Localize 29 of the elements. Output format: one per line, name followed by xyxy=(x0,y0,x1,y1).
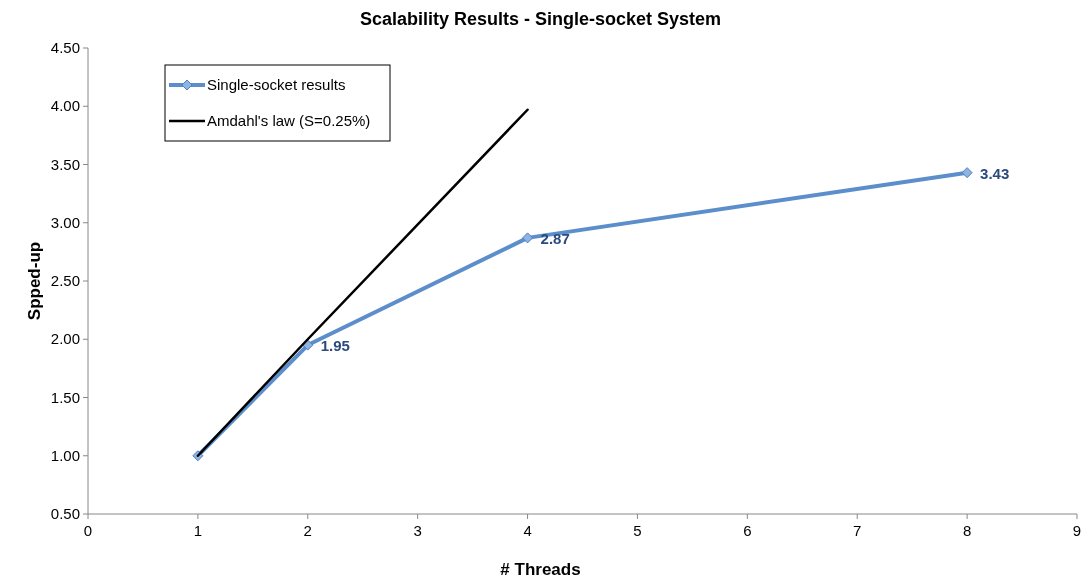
y-tick-label: 4.00 xyxy=(50,97,80,115)
x-tick-label: 8 xyxy=(962,522,972,539)
y-tick-label: 1.50 xyxy=(50,388,80,406)
chart-title: Scalability Results - Single-socket System xyxy=(359,9,722,29)
point xyxy=(522,232,534,244)
x-tick-label: 4 xyxy=(523,522,532,539)
x-tick-label: 0 xyxy=(83,522,93,539)
point xyxy=(961,167,973,179)
legend-label: Amdahl's law (S=0.25%) xyxy=(207,112,371,129)
y-tick-label: 2.50 xyxy=(50,272,80,289)
y-tick-label: 3.00 xyxy=(50,213,80,231)
data-label: 2.87 xyxy=(540,229,570,247)
y-tick-label: 4.50 xyxy=(50,39,80,56)
x-axis-title: # Threads xyxy=(500,560,581,579)
data-label: 3.43 xyxy=(980,164,1010,182)
legend-label: Single-socket results xyxy=(207,76,346,93)
x-tick-label: 3 xyxy=(413,522,422,539)
y-axis-title: Spped-up xyxy=(25,241,44,321)
y-tick-label: 2.00 xyxy=(50,330,80,348)
y-tick-label: 0.50 xyxy=(50,505,80,522)
y-tick-label: 3.50 xyxy=(50,155,80,173)
x-tick-label: 5 xyxy=(633,522,642,539)
x-tick-label: 1 xyxy=(193,522,203,539)
x-tick-label: 2 xyxy=(303,522,312,539)
y-tick-label: 1.00 xyxy=(50,446,80,464)
x-tick-label: 7 xyxy=(853,522,862,539)
data-label: 1.95 xyxy=(320,337,350,355)
x-tick-label: 6 xyxy=(743,522,752,539)
x-tick-label: 9 xyxy=(1072,522,1081,539)
